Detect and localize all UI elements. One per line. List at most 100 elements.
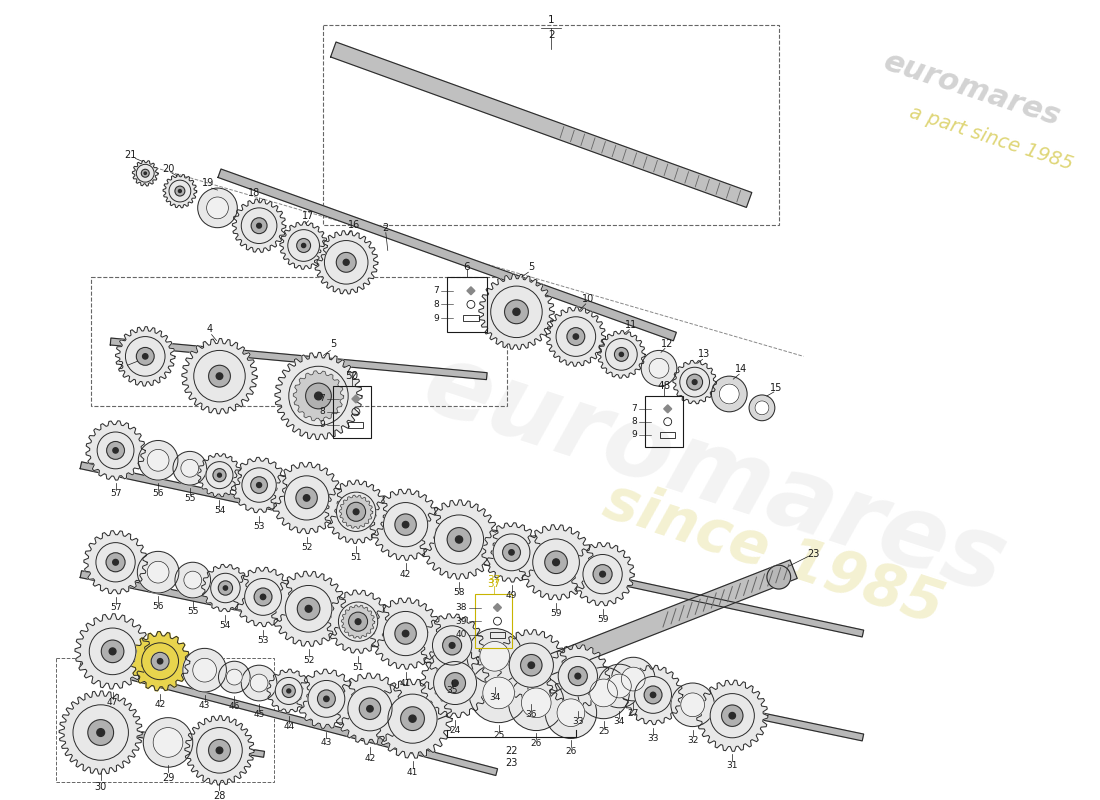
Polygon shape: [271, 462, 342, 534]
Circle shape: [250, 674, 268, 692]
Text: 37: 37: [487, 579, 500, 589]
Text: since 1985: since 1985: [597, 473, 950, 636]
Polygon shape: [84, 530, 147, 594]
Text: 2: 2: [548, 30, 554, 40]
Circle shape: [681, 693, 704, 717]
Text: 5: 5: [528, 262, 535, 272]
Polygon shape: [163, 174, 197, 208]
Circle shape: [509, 643, 553, 687]
Polygon shape: [324, 480, 388, 543]
Text: 39: 39: [455, 617, 468, 626]
Circle shape: [217, 747, 223, 754]
Circle shape: [113, 448, 118, 453]
Bar: [333, 386, 371, 438]
Polygon shape: [233, 567, 293, 626]
Circle shape: [315, 392, 322, 400]
Circle shape: [136, 347, 154, 366]
Polygon shape: [131, 631, 190, 691]
Circle shape: [552, 559, 560, 566]
Text: 54: 54: [220, 621, 231, 630]
Text: 53: 53: [257, 636, 268, 645]
Text: 8: 8: [320, 407, 326, 416]
Bar: [475, 594, 513, 648]
Polygon shape: [218, 169, 676, 341]
Text: 54: 54: [213, 506, 226, 515]
Polygon shape: [231, 458, 287, 513]
Circle shape: [615, 347, 628, 362]
Circle shape: [138, 551, 179, 593]
Circle shape: [256, 223, 262, 228]
Circle shape: [151, 652, 169, 670]
Text: 32: 32: [688, 736, 698, 745]
Circle shape: [211, 574, 240, 602]
Text: 24: 24: [450, 726, 461, 735]
Circle shape: [384, 502, 428, 546]
Polygon shape: [66, 720, 264, 758]
Text: 30: 30: [95, 782, 107, 792]
Text: euromares: euromares: [880, 46, 1064, 131]
Circle shape: [575, 674, 581, 679]
Text: 35: 35: [447, 686, 458, 695]
Circle shape: [251, 477, 267, 494]
Circle shape: [209, 366, 230, 387]
Circle shape: [650, 692, 656, 698]
Circle shape: [301, 243, 306, 247]
Text: 42: 42: [154, 700, 166, 710]
Text: 50: 50: [345, 371, 359, 381]
Circle shape: [366, 706, 373, 712]
Polygon shape: [419, 500, 498, 579]
Text: 16: 16: [348, 220, 360, 230]
Polygon shape: [597, 330, 645, 378]
Bar: [349, 422, 363, 428]
Text: 58: 58: [453, 589, 465, 598]
Circle shape: [388, 694, 437, 743]
Polygon shape: [331, 42, 751, 207]
Circle shape: [353, 509, 359, 514]
Text: 33: 33: [572, 717, 584, 726]
Circle shape: [491, 286, 542, 338]
Circle shape: [139, 441, 178, 480]
Circle shape: [509, 550, 514, 555]
Circle shape: [288, 230, 319, 262]
Text: 44: 44: [283, 722, 295, 731]
Text: 23: 23: [807, 550, 820, 559]
Circle shape: [442, 636, 462, 655]
Circle shape: [384, 611, 428, 656]
Circle shape: [566, 328, 585, 346]
Bar: [448, 277, 487, 332]
Circle shape: [337, 492, 376, 531]
Circle shape: [136, 164, 154, 182]
Circle shape: [73, 705, 129, 760]
Polygon shape: [86, 421, 145, 480]
Circle shape: [241, 208, 277, 243]
Circle shape: [711, 694, 755, 738]
Circle shape: [593, 565, 612, 584]
Circle shape: [97, 432, 134, 469]
Circle shape: [343, 259, 349, 266]
Circle shape: [468, 629, 522, 684]
Text: 8: 8: [631, 417, 637, 426]
Text: 41: 41: [407, 768, 418, 777]
Circle shape: [106, 553, 125, 572]
Circle shape: [143, 718, 192, 767]
Circle shape: [296, 487, 317, 509]
Polygon shape: [132, 161, 158, 186]
Circle shape: [241, 666, 277, 701]
Circle shape: [297, 598, 320, 620]
Circle shape: [513, 308, 520, 315]
Circle shape: [283, 685, 295, 698]
Circle shape: [107, 442, 124, 459]
Polygon shape: [420, 614, 484, 677]
Text: 1: 1: [548, 14, 554, 25]
Circle shape: [244, 578, 282, 615]
Circle shape: [89, 628, 136, 674]
Polygon shape: [185, 716, 254, 785]
Circle shape: [569, 666, 587, 686]
Polygon shape: [424, 560, 798, 722]
Polygon shape: [496, 630, 566, 701]
Polygon shape: [468, 287, 475, 294]
Circle shape: [305, 606, 312, 612]
Text: 3: 3: [118, 362, 123, 371]
Circle shape: [141, 170, 150, 177]
Polygon shape: [267, 669, 310, 713]
